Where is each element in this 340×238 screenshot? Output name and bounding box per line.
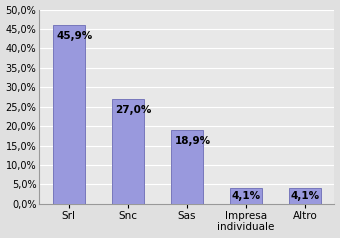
Text: 4,1%: 4,1%	[290, 191, 319, 201]
Text: 4,1%: 4,1%	[231, 191, 260, 201]
Bar	[171, 130, 203, 204]
Text: 27,0%: 27,0%	[116, 105, 152, 115]
Bar	[230, 188, 262, 204]
Text: 18,9%: 18,9%	[174, 136, 210, 146]
Bar	[53, 25, 85, 204]
Bar	[289, 188, 321, 204]
Bar	[112, 99, 144, 204]
Text: 45,9%: 45,9%	[56, 31, 93, 41]
